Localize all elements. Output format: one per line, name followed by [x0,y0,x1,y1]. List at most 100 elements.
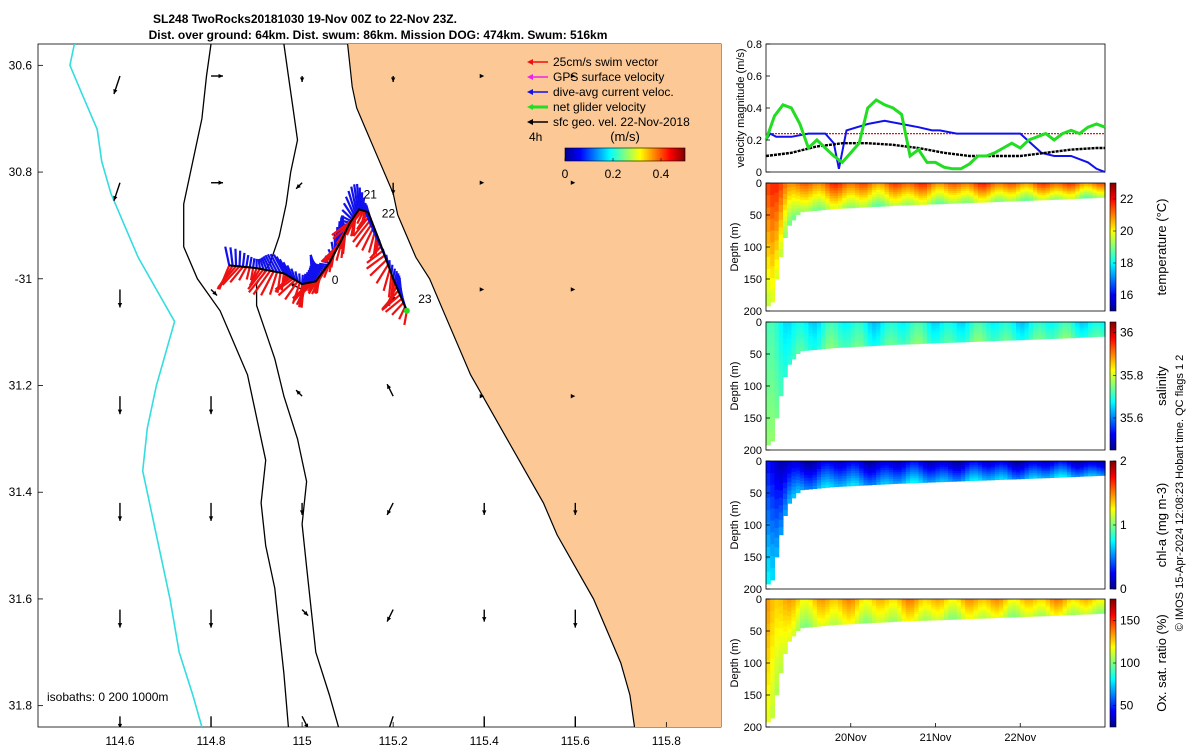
heatmap-cell [922,324,928,327]
heatmap-cell [944,330,949,333]
heatmap-cell [783,631,788,638]
heatmap-cell [960,322,966,325]
heatmap-cell [948,479,953,482]
heatmap-cell [939,471,945,474]
heatmap-cell [986,192,992,195]
heatmap-cell [922,202,928,205]
heatmap-cell [994,475,1000,479]
heatmap-cell [982,468,987,472]
heatmap-cell [1096,473,1102,476]
heatmap-cell [829,606,835,610]
swim-vector [300,280,315,295]
heatmap-cell [808,344,814,348]
heatmap-cell [1045,464,1051,467]
heatmap-cell [1092,322,1098,325]
heatmap-cell [1100,184,1106,187]
heatmap-cell [918,605,924,609]
heatmap-cell [922,328,928,332]
heatmap-cell [1083,334,1089,337]
heatmap-cell [1079,606,1085,609]
heatmap-cell [901,605,907,609]
heatmap-cell [855,200,860,203]
heatmap-cell [808,612,814,617]
heatmap-cell [1037,604,1042,607]
heatmap-cell [969,196,975,200]
heatmap-colorbar-tick-label: 2 [1120,454,1127,468]
heatmap-cell [982,612,987,615]
heatmap-cell [990,194,996,197]
heatmap-cell [893,472,898,475]
heatmap-cell [884,610,890,614]
heatmap-cell [901,189,907,193]
heatmap-cell [994,338,1000,341]
heatmap-cell [778,219,784,228]
heatmap-cell [863,601,869,605]
heatmap-cell [956,476,962,480]
heatmap-cell [880,335,886,339]
heatmap-cell [977,331,983,335]
heatmap-cell [1037,607,1042,610]
heatmap-cell [1003,613,1009,616]
heatmap-cell [977,614,983,617]
heatmap-cell [880,189,886,193]
heatmap-cell [1028,462,1034,465]
heatmap-cell [999,610,1004,613]
heatmap-cell [1062,192,1068,195]
heatmap-cell [1028,609,1034,612]
heatmap-cell [850,187,856,191]
heatmap-cell [816,346,822,350]
heatmap-cell [770,206,775,220]
heatmap-cell [850,606,856,610]
swim-vector [369,259,388,277]
heatmap-cell [1062,191,1068,194]
heatmap-cell [829,195,835,200]
heatmap-cell [888,472,894,476]
heatmap-cell [901,476,907,480]
heatmap-cell [1096,463,1102,466]
heatmap-cell [952,611,958,614]
heatmap-cell [977,616,983,619]
heatmap-cell [1028,466,1034,469]
heatmap-cell [876,606,881,609]
heatmap-cell [944,473,949,476]
heatmap-colorbar-tick-label: 16 [1120,288,1134,302]
heatmap-cell [876,479,881,483]
heatmap-cell [901,333,907,336]
heatmap-cell [795,331,801,336]
heatmap-cell [884,599,890,602]
heatmap-cell [1024,476,1030,479]
heatmap-cell [952,322,958,325]
heatmap-cell [1100,195,1106,198]
heatmap-cell [1020,471,1026,474]
heatmap-cell [1071,322,1076,325]
heatmap-cell [888,610,894,614]
heatmap-cell [888,465,894,469]
heatmap-cell [973,333,979,337]
heatmap-cell [1011,186,1017,189]
heatmap-cell [804,185,809,190]
heatmap-cell [897,183,903,186]
heatmap-cell [825,479,831,483]
heatmap-cell [901,187,907,191]
heatmap-cell [1024,600,1030,603]
dive-vector [252,258,256,268]
heatmap-cell [1062,326,1068,329]
heatmap-cell [808,199,814,204]
heatmap-cell [838,616,843,620]
heatmap-cell [812,346,818,350]
dive-vector [266,253,279,273]
heatmap-cell [816,191,822,195]
heatmap-cell [795,461,801,465]
heatmap-cell [1028,193,1034,196]
heatmap-cell [1041,323,1047,326]
heatmap-cell [1100,330,1106,333]
heatmap-cell [799,466,805,471]
heatmap-cell [1100,600,1106,603]
heatmap-cell [960,606,966,610]
heatmap-cell [787,330,792,336]
heatmap-cell [1088,184,1093,187]
heatmap-cell [939,191,945,194]
heatmap-cell [1062,473,1068,476]
heatmap-cell [846,461,852,465]
heatmap-cell [812,327,818,331]
